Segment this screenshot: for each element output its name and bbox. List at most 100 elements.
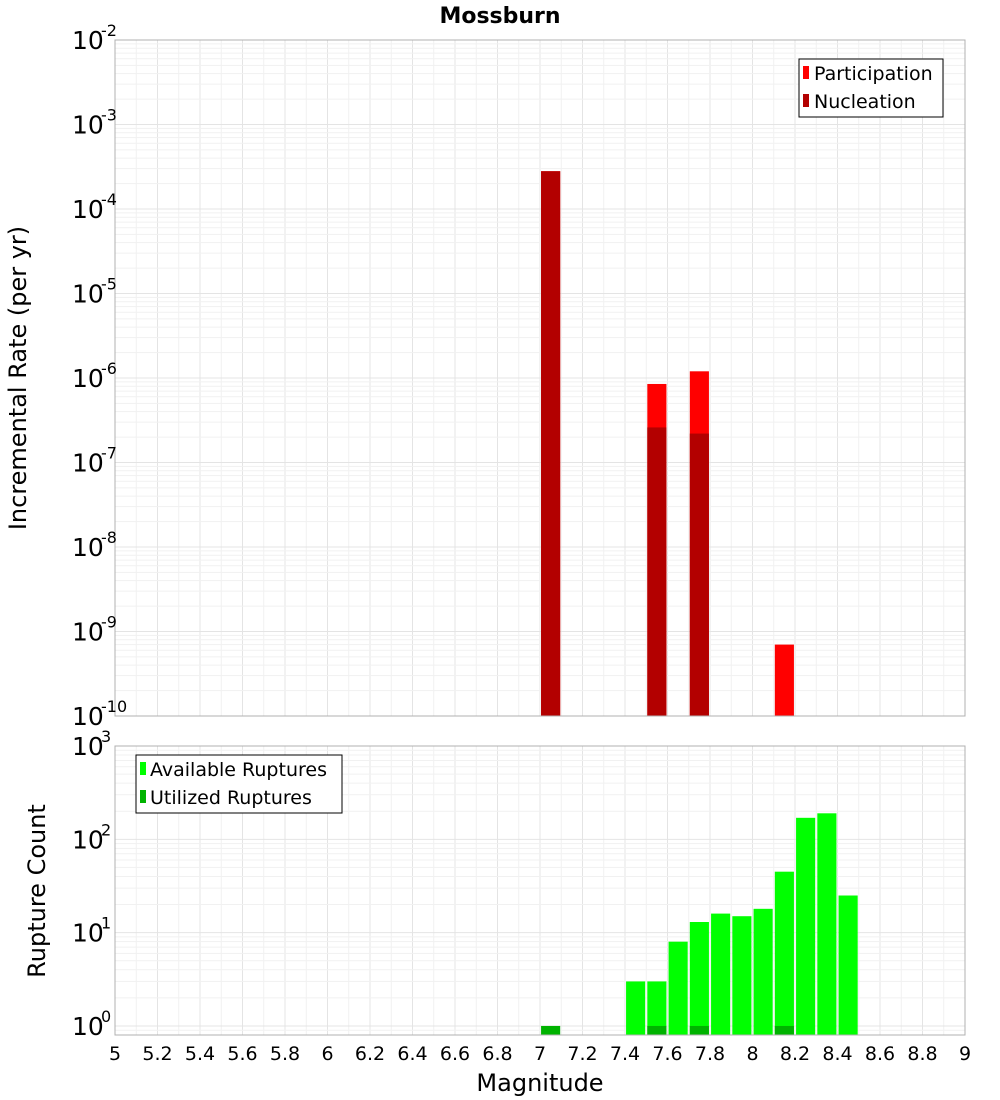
rate-y-tick-label: 10-8 bbox=[72, 528, 117, 562]
x-tick-label: 6.6 bbox=[440, 1043, 470, 1065]
count-bar-available-ruptures bbox=[711, 913, 731, 1035]
rate-y-tick-label: 10-9 bbox=[72, 613, 117, 647]
count-y-tick-label: 102 bbox=[72, 820, 111, 854]
rate-y-tick-label: 10-3 bbox=[72, 106, 117, 140]
rate-y-tick-exponent: -10 bbox=[101, 697, 127, 716]
available-ruptures-legend-swatch bbox=[140, 762, 146, 775]
count-bar-utilized-ruptures bbox=[647, 1025, 667, 1035]
count-bar-utilized-ruptures bbox=[689, 1025, 709, 1035]
rate-y-tick-exponent: -3 bbox=[101, 106, 117, 125]
x-tick-label: 7.2 bbox=[567, 1043, 597, 1065]
count-legend: Available Ruptures Utilized Ruptures bbox=[135, 754, 343, 814]
x-tick-label: 8.2 bbox=[780, 1043, 810, 1065]
utilized-ruptures-legend-swatch bbox=[140, 790, 146, 803]
count-bar-available-ruptures bbox=[774, 871, 794, 1035]
count-bar-available-ruptures bbox=[668, 941, 688, 1035]
rate-y-tick-label: 10-7 bbox=[72, 444, 117, 478]
x-tick-label: 6.2 bbox=[355, 1043, 385, 1065]
count-bar-available-ruptures bbox=[796, 817, 816, 1035]
count-bar-utilized-ruptures bbox=[541, 1025, 561, 1035]
count-legend-box bbox=[135, 754, 343, 814]
count-y-tick-label: 101 bbox=[72, 914, 111, 948]
rate-bar-nucleation bbox=[647, 427, 667, 716]
utilized-ruptures-legend-label: Utilized Ruptures bbox=[150, 787, 312, 809]
count-y-tick-label: 100 bbox=[72, 1007, 111, 1041]
rate-y-tick-base: 10 bbox=[72, 449, 104, 478]
rate-bar-nucleation bbox=[689, 433, 709, 716]
rate-legend: Participation Nucleation bbox=[798, 58, 944, 118]
rate-y-tick-label: 10-6 bbox=[72, 359, 117, 393]
count-plot-frame bbox=[114, 745, 966, 1036]
x-axis-ticks: 5 5.2 5.4 5.6 5.8 6 6.2 6.4 6.6 6.8 7 7.2 7.4 7.6 7.8 8… bbox=[109, 1043, 971, 1065]
rate-y-tick-exponent: -2 bbox=[101, 21, 117, 40]
rate-grid bbox=[114, 39, 966, 717]
x-tick-label: 8.8 bbox=[907, 1043, 937, 1065]
count-bar-available-ruptures bbox=[626, 981, 646, 1035]
count-y-tick-base: 10 bbox=[72, 732, 104, 761]
rate-y-tick-exponent: -8 bbox=[101, 528, 117, 547]
rate-y-tick-exponent: -5 bbox=[101, 275, 117, 294]
participation-legend-label: Participation bbox=[814, 63, 933, 85]
rate-y-tick-label: 10-4 bbox=[72, 190, 117, 224]
participation-legend-swatch bbox=[803, 66, 809, 79]
x-tick-label: 8.6 bbox=[865, 1043, 895, 1065]
x-tick-label: 7.6 bbox=[652, 1043, 682, 1065]
count-bar-available-ruptures bbox=[753, 908, 773, 1035]
nucleation-legend-label: Nucleation bbox=[814, 91, 916, 113]
x-tick-label: 6.8 bbox=[482, 1043, 512, 1065]
x-tick-label: 7 bbox=[534, 1043, 546, 1065]
count-bar-available-ruptures bbox=[647, 981, 667, 1035]
rate-y-tick-base: 10 bbox=[72, 702, 104, 731]
count-bar-available-ruptures bbox=[817, 813, 837, 1035]
rate-bars bbox=[541, 171, 794, 716]
x-tick-label: 5.8 bbox=[270, 1043, 300, 1065]
rate-y-tick-label: 10-2 bbox=[72, 21, 117, 55]
rate-legend-box bbox=[798, 58, 944, 118]
x-tick-label: 5.4 bbox=[185, 1043, 215, 1065]
rate-y-tick-base: 10 bbox=[72, 618, 104, 647]
x-tick-label: 6.4 bbox=[397, 1043, 427, 1065]
x-tick-label: 8 bbox=[746, 1043, 758, 1065]
rate-y-tick-base: 10 bbox=[72, 195, 104, 224]
chart-title: Mossburn bbox=[439, 4, 560, 29]
x-tick-label: 5 bbox=[109, 1043, 121, 1065]
x-tick-label: 5.2 bbox=[142, 1043, 172, 1065]
rate-y-tick-label: 10-10 bbox=[72, 697, 127, 731]
x-tick-label: 7.8 bbox=[695, 1043, 725, 1065]
count-y-tick-base: 10 bbox=[72, 825, 104, 854]
count-y-tick-exponent: 2 bbox=[101, 820, 111, 839]
count-bar-available-ruptures bbox=[838, 895, 858, 1035]
count-y-tick-exponent: 0 bbox=[101, 1007, 111, 1026]
count-y-tick-base: 10 bbox=[72, 1012, 104, 1041]
rate-y-tick-exponent: -4 bbox=[101, 190, 117, 209]
rate-y-tick-base: 10 bbox=[72, 364, 104, 393]
x-axis-label: Magnitude bbox=[476, 1069, 603, 1097]
nucleation-legend-swatch bbox=[803, 94, 809, 107]
count-y-axis-label: Rupture Count bbox=[23, 804, 51, 978]
count-bar-utilized-ruptures bbox=[774, 1025, 794, 1035]
count-bars bbox=[541, 813, 858, 1035]
rate-y-tick-base: 10 bbox=[72, 533, 104, 562]
rate-bar-participation bbox=[774, 644, 794, 716]
count-y-tick-exponent: 1 bbox=[101, 914, 111, 933]
available-ruptures-legend-label: Available Ruptures bbox=[150, 759, 327, 781]
count-y-tick-label: 103 bbox=[72, 727, 111, 761]
x-tick-label: 5.6 bbox=[227, 1043, 257, 1065]
rate-plot-frame bbox=[114, 39, 966, 717]
count-bar-available-ruptures bbox=[732, 916, 752, 1035]
rate-bar-nucleation bbox=[541, 171, 561, 716]
x-tick-label: 8.4 bbox=[822, 1043, 852, 1065]
rate-y-tick-exponent: -6 bbox=[101, 359, 117, 378]
x-tick-label: 9 bbox=[959, 1043, 971, 1065]
rate-y-axis-label: Incremental Rate (per yr) bbox=[4, 226, 32, 530]
rate-y-tick-base: 10 bbox=[72, 111, 104, 140]
rate-y-tick-exponent: -9 bbox=[101, 613, 117, 632]
count-y-tick-base: 10 bbox=[72, 919, 104, 948]
count-y-tick-exponent: 3 bbox=[101, 727, 111, 746]
